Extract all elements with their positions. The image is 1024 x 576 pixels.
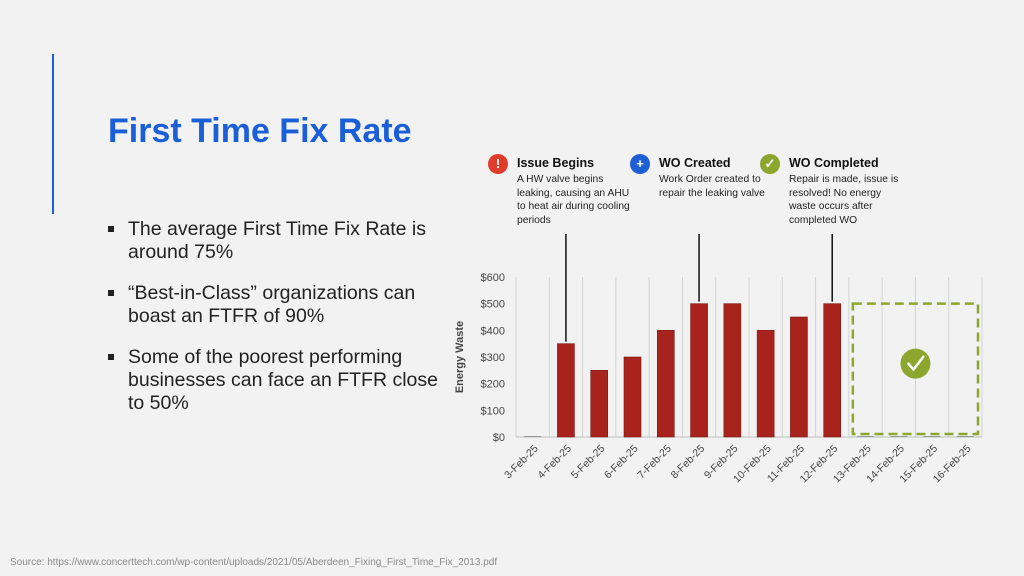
annotation-description: A HW valve begins leaking, causing an AH… [517, 174, 630, 226]
annotation-description: Repair is made, issue is resolved! No en… [789, 174, 899, 226]
bar-7-Feb-25 [656, 330, 675, 438]
x-tick-label: 7-Feb-25 [635, 443, 674, 482]
y-tick-label: $300 [481, 352, 505, 364]
bullet-text: Some of the poorest performing businesse… [128, 346, 438, 414]
bar-8-Feb-25 [690, 303, 708, 438]
annotation-title: WO Created [659, 156, 731, 170]
bullet-item: “Best-in-Class” organizations can boast … [108, 282, 438, 328]
y-tick-label: $400 [481, 325, 505, 337]
bar-10-Feb-25 [756, 330, 775, 438]
square-bullet-icon [108, 226, 114, 232]
bar-5-Feb-25 [590, 370, 609, 438]
bar-11-Feb-25 [790, 316, 808, 438]
checkmark-glyph [907, 355, 925, 371]
square-bullet-icon [108, 290, 114, 296]
x-tick-label: 8-Feb-25 [669, 443, 708, 482]
bar-9-Feb-25 [723, 303, 742, 438]
resolved-period-box [851, 302, 980, 436]
bullet-text: The average First Time Fix Rate is aroun… [128, 218, 427, 263]
checkmark-icon: ✓ [760, 154, 780, 174]
y-tick-label: $200 [481, 379, 505, 391]
y-axis-label: Energy Waste [454, 321, 466, 393]
x-tick-label: 4-Feb-25 [535, 443, 574, 482]
x-tick-label: 6-Feb-25 [602, 443, 641, 482]
x-tick-label: 5-Feb-25 [569, 443, 608, 482]
checkmark-icon [900, 348, 931, 379]
annotation-title: WO Completed [789, 156, 879, 170]
plus-icon: + [630, 154, 650, 174]
bar-12-Feb-25 [823, 303, 842, 438]
y-tick-label: $100 [481, 405, 505, 417]
annotation-description: Work Order created to repair the leaking… [659, 174, 765, 199]
y-tick-label: $0 [493, 432, 505, 444]
page-title: First Time Fix Rate [108, 112, 412, 150]
x-tick-label: 3-Feb-25 [502, 443, 541, 482]
bar-4-Feb-25 [557, 343, 575, 438]
exclamation-icon: ! [488, 154, 508, 174]
y-tick-label: $500 [481, 299, 505, 311]
source-citation: Source: https://www.concerttech.com/wp-c… [10, 557, 498, 568]
bullet-text: “Best-in-Class” organizations can boast … [128, 282, 416, 327]
bullet-list: The average First Time Fix Rate is aroun… [108, 218, 438, 433]
bullet-item: The average First Time Fix Rate is aroun… [108, 218, 438, 264]
bar-6-Feb-25 [623, 356, 642, 438]
accent-line [52, 54, 54, 214]
annotation-title: Issue Begins [517, 156, 595, 170]
y-tick-label: $600 [481, 272, 505, 284]
square-bullet-icon [108, 354, 114, 360]
bullet-item: Some of the poorest performing businesse… [108, 346, 438, 415]
